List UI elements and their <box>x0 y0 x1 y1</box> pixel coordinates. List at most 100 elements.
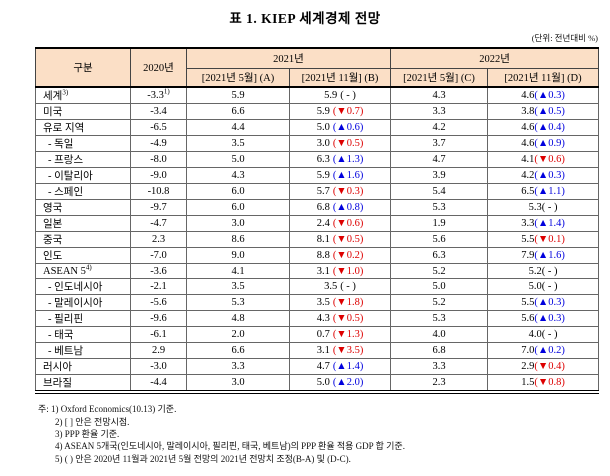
value-2020-cell: -9.7 <box>130 199 187 216</box>
value-2020: -3.6 <box>150 265 167 277</box>
column-header-2022-may: [2021년 5월] (C) <box>390 67 489 88</box>
value-2020: -4.7 <box>150 218 167 229</box>
value-2021-nov-cell: 5.0 (▲2.0) <box>288 374 392 393</box>
unit-note: (단위: 전년대비 %) <box>531 33 598 43</box>
value-2022-nov: 7.9 <box>521 250 535 261</box>
d-change: (▼0.8) <box>534 377 565 389</box>
value-2021-may-cell: 4.4 <box>186 119 290 136</box>
value-2022-nov: 4.2 <box>521 170 535 181</box>
value-2020-cell: -8.0 <box>130 151 187 168</box>
b-change: (▼3.5) <box>332 345 364 357</box>
value-2022-nov: 3.3 <box>521 218 535 229</box>
value-2022-nov-cell: 4.0( - ) <box>487 326 600 344</box>
value-2021-nov-cell: 6.3 (▲1.3) <box>288 151 392 168</box>
value-2022-nov: 2.9 <box>521 361 535 373</box>
value-2020: 2.3 <box>151 234 166 245</box>
b-change: (▲1.4) <box>332 361 364 373</box>
value-2022-nov-cell: 3.3(▲1.4) <box>487 215 600 232</box>
value-2021-nov-cell: 8.1 (▼0.5) <box>288 231 392 248</box>
value-2022-may-cell: 1.9 <box>390 215 489 232</box>
value-2020: -3.0 <box>150 361 167 373</box>
column-header-2021: 2021년 <box>185 47 392 69</box>
value-2020: -3.4 <box>150 106 167 117</box>
value-2022-may-cell: 3.9 <box>390 167 489 184</box>
country-label: 인도 <box>43 251 63 262</box>
column-header-2021-nov: [2021년 11월] (B) <box>288 67 392 88</box>
value-2020-cell: -10.8 <box>130 183 187 200</box>
value-2022-may-cell: 4.0 <box>390 326 489 344</box>
d-change: (▼0.6) <box>534 154 565 165</box>
value-2021-nov: 4.7 <box>316 361 330 373</box>
value-2022-nov-cell: 5.5(▼0.1) <box>487 231 600 248</box>
country-label: - 독일 <box>48 139 74 150</box>
d-change: ( - ) <box>541 265 558 277</box>
table-row: - 인도네시아 -2.1 3.5 3.5( - ) 5.0 5.0( - ) <box>35 278 600 296</box>
value-2021-nov: 5.9 <box>316 170 330 181</box>
b-change: (▼0.7) <box>332 106 364 117</box>
value-2021-nov: 5.7 <box>316 186 330 197</box>
table-row: - 태국 -6.1 2.0 0.7 (▼1.3) 4.0 4.0( - ) <box>35 326 600 344</box>
value-2022-may-cell: 5.2 <box>390 262 489 280</box>
country-label: 미국 <box>43 107 63 118</box>
value-2021-nov-cell: 0.7 (▼1.3) <box>288 326 392 344</box>
value-2022-nov: 4.0 <box>528 329 542 341</box>
value-2021-nov: 5.0 <box>316 377 330 389</box>
value-2020: -10.8 <box>147 186 170 197</box>
footnotes: 주: 1) Oxford Economics(10.13) 기준. 2) [ ]… <box>38 403 610 465</box>
value-2021-nov: 2.4 <box>316 218 330 229</box>
value-2021-nov-cell: 4.7 (▲1.4) <box>288 358 392 376</box>
value-2021-nov: 3.5 <box>316 297 330 309</box>
footnote-1: 주: 1) Oxford Economics(10.13) 기준. <box>38 404 177 415</box>
country-label: - 인도네시아 <box>48 282 103 294</box>
value-2022-may-cell: 6.3 <box>390 247 489 264</box>
country-label: 브라질 <box>43 378 72 390</box>
value-2022-may-cell: 3.3 <box>390 358 489 376</box>
country-label: 러시아 <box>43 362 72 374</box>
value-2020-cell: -9.6 <box>130 310 187 328</box>
value-2022-nov: 3.8 <box>521 106 535 117</box>
country-cell: - 필리핀 <box>35 310 131 328</box>
value-2022-nov-cell: 7.9(▲1.6) <box>487 247 600 264</box>
country-cell: - 독일 <box>35 135 131 152</box>
value-2021-may-cell: 2.0 <box>186 326 290 344</box>
value-2020-cell: -3.31) <box>130 86 187 104</box>
value-2022-nov-cell: 6.5(▲1.1) <box>487 183 600 200</box>
value-2021-nov: 3.1 <box>316 265 330 277</box>
country-label: 세계 <box>43 91 63 102</box>
country-label: - 말레이시아 <box>48 298 103 310</box>
value-2021-nov: 5.9 <box>324 90 338 101</box>
value-2021-nov-cell: 3.5( - ) <box>288 278 392 296</box>
country-cell: 러시아 <box>35 358 131 376</box>
value-2021-nov: 3.5 <box>324 281 338 293</box>
value-2021-may-cell: 6.0 <box>186 183 290 200</box>
country-footnote-mark: 3) <box>62 88 69 97</box>
table-row: 영국 -9.7 6.0 6.8 (▲0.8) 5.3 5.3( - ) <box>35 199 600 216</box>
country-label: - 이탈리아 <box>48 171 93 182</box>
value-2021-may-cell: 6.0 <box>186 199 290 216</box>
country-cell: 영국 <box>35 199 131 216</box>
d-change: (▲0.3) <box>534 313 565 325</box>
country-cell: - 태국 <box>35 326 131 344</box>
table-row: 러시아 -3.0 3.3 4.7 (▲1.4) 3.3 2.9(▼0.4) <box>35 358 600 376</box>
value-2021-nov: 0.7 <box>316 329 330 341</box>
b-change: (▼0.5) <box>332 313 364 325</box>
table-row: - 이탈리아 -9.0 4.3 5.9 (▲1.6) 3.9 4.2(▲0.3) <box>35 167 600 184</box>
country-label: - 태국 <box>48 330 74 342</box>
d-change: (▲0.4) <box>534 122 565 133</box>
value-2020: 2.9 <box>151 345 166 357</box>
value-2021-may-cell: 5.3 <box>186 294 290 312</box>
table-row: 중국 2.3 8.6 8.1 (▼0.5) 5.6 5.5(▼0.1) <box>35 231 600 248</box>
value-2021-may-cell: 6.6 <box>186 342 290 360</box>
value-2021-may-cell: 4.3 <box>186 167 290 184</box>
b-change: (▼1.3) <box>332 329 364 341</box>
value-2020-cell: 2.3 <box>130 231 187 248</box>
value-2022-may-cell: 3.3 <box>390 103 489 120</box>
value-2021-nov-cell: 5.7 (▼0.3) <box>288 183 392 200</box>
value-2021-nov: 5.9 <box>316 106 330 117</box>
value-2022-nov: 6.5 <box>521 186 535 197</box>
value-2021-may-cell: 5.0 <box>186 151 290 168</box>
value-2020-cell: -3.4 <box>130 103 187 120</box>
column-header-category: 구분 <box>35 47 131 88</box>
b-change: (▼0.3) <box>332 186 364 197</box>
b-change: (▼0.6) <box>332 218 364 229</box>
